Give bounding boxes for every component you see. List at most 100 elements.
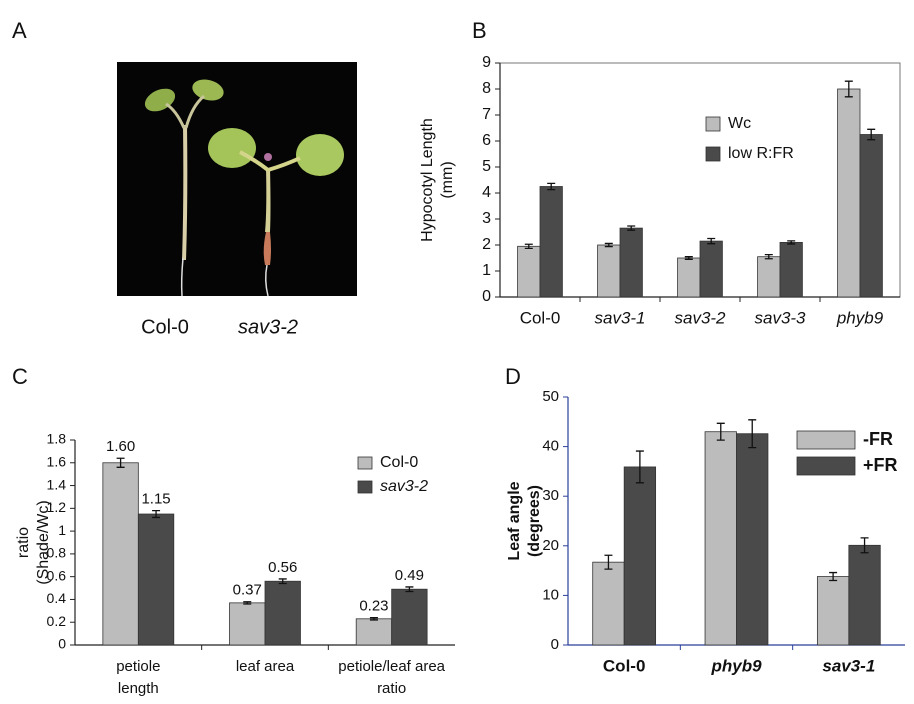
error-bar: [116, 457, 125, 468]
x-tick-label: petiole/leaf area: [338, 658, 445, 675]
y-tick-label: 1: [482, 262, 491, 279]
x-tick-label: phyb9: [836, 308, 884, 327]
panel-label: D: [505, 364, 521, 389]
legend-swatch: [705, 146, 721, 162]
x-tick-label: sav3-1: [594, 308, 645, 327]
value-label: 0.23: [359, 598, 388, 615]
bar: [677, 257, 701, 298]
error-bar: [604, 554, 613, 570]
x-tick-label: petiole: [116, 658, 160, 675]
bar: [848, 544, 881, 646]
legend-swatch: [357, 480, 373, 494]
bar: [816, 576, 850, 646]
error-bar: [547, 182, 556, 191]
bar: [779, 241, 803, 298]
legend-swatch: [357, 456, 373, 470]
y-tick-label: 20: [542, 537, 559, 554]
legend-label: +FR: [863, 455, 898, 475]
error-bar: [278, 578, 287, 585]
bar: [619, 227, 643, 298]
y-axis-label: (Shade/Wc): [35, 500, 52, 584]
bar: [355, 618, 393, 646]
bar: [592, 561, 625, 646]
value-label: 1.15: [141, 491, 170, 508]
bar: [391, 588, 428, 646]
y-tick-label: 0: [551, 636, 559, 653]
error-bar: [829, 571, 838, 582]
panel-label: C: [12, 364, 28, 389]
value-label: 1.60: [106, 438, 135, 455]
panel-label: B: [472, 18, 487, 43]
x-tick-label: length: [118, 680, 159, 697]
y-tick-label: 7: [482, 106, 491, 123]
seedling-photo: [117, 62, 357, 297]
y-tick-label: 1.6: [47, 453, 67, 469]
bar: [597, 244, 621, 298]
x-tick-label: Col-0: [520, 308, 561, 327]
error-bar: [748, 419, 757, 449]
y-tick-label: 1.8: [47, 431, 67, 447]
error-bar: [243, 601, 252, 605]
y-tick-label: 0.8: [47, 545, 67, 561]
legend-swatch: [705, 116, 721, 132]
error-bar: [627, 225, 636, 231]
y-tick-label: 50: [542, 388, 559, 405]
error-bar: [707, 237, 716, 245]
bar: [517, 245, 541, 298]
photo-caption: Col-0: [141, 316, 189, 338]
error-bar: [405, 586, 414, 593]
photo-caption: sav3-2: [238, 316, 298, 338]
bar: [102, 462, 139, 646]
panel-label: A: [12, 18, 27, 43]
y-tick-label: 1.4: [47, 476, 67, 492]
value-label: 0.49: [395, 567, 424, 584]
bar: [229, 602, 266, 646]
y-axis-label: (mm): [439, 161, 456, 198]
y-tick-label: 0: [58, 636, 66, 652]
x-tick-label: sav3-3: [754, 308, 806, 327]
y-tick-label: 0: [482, 288, 491, 305]
legend-swatch: [796, 430, 856, 450]
error-bar: [369, 617, 378, 621]
y-axis-label: (degrees): [526, 485, 543, 557]
y-tick-label: 1.2: [47, 499, 67, 515]
x-tick-label: phyb9: [710, 656, 762, 675]
legend-swatch: [796, 456, 856, 476]
y-tick-label: 0.6: [47, 567, 67, 583]
bar: [859, 134, 883, 298]
legend-label: -FR: [863, 429, 893, 449]
x-tick-label: sav3-1: [822, 656, 875, 675]
x-tick-label: sav3-2: [674, 308, 726, 327]
y-tick-label: 6: [482, 132, 491, 149]
y-tick-label: 1: [58, 522, 66, 538]
error-bar: [844, 80, 853, 98]
bar: [539, 186, 563, 298]
error-bar: [764, 253, 773, 260]
y-tick-label: 9: [482, 54, 491, 71]
legend-label: Wc: [728, 115, 751, 132]
bar: [704, 431, 737, 646]
error-bar: [604, 242, 613, 248]
y-tick-label: 5: [482, 158, 491, 175]
y-tick-label: 40: [542, 438, 559, 455]
y-tick-label: 0.4: [47, 590, 67, 606]
error-bar: [684, 256, 693, 260]
error-bar: [152, 509, 161, 519]
error-bar: [635, 450, 644, 484]
x-tick-label: Col-0: [603, 656, 646, 675]
error-bar: [716, 422, 725, 441]
error-bar: [787, 240, 796, 245]
y-tick-label: 4: [482, 184, 491, 201]
bar: [264, 580, 301, 646]
y-tick-label: 2: [482, 236, 491, 253]
y-axis-label: ratio: [15, 527, 32, 558]
y-tick-label: 10: [542, 586, 559, 603]
y-axis-label: Leaf angle: [506, 481, 523, 560]
bar: [699, 240, 723, 298]
y-tick-label: 8: [482, 80, 491, 97]
legend-label: Col-0: [380, 454, 418, 471]
bar: [623, 466, 657, 646]
y-tick-label: 30: [542, 487, 559, 504]
error-bar: [524, 243, 533, 250]
